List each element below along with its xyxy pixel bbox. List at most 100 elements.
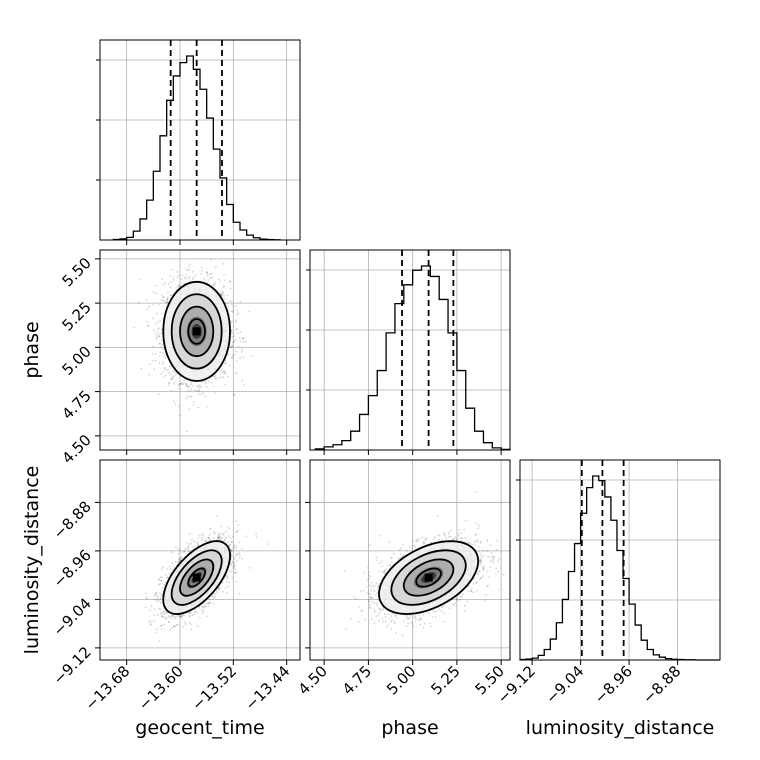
scatter-point xyxy=(225,530,228,533)
scatter-point xyxy=(234,568,236,571)
scatter-point xyxy=(156,330,159,333)
scatter-point xyxy=(177,547,179,550)
scatter-point xyxy=(186,542,189,544)
scatter-point xyxy=(213,602,216,605)
scatter-point xyxy=(238,541,241,544)
scatter-point xyxy=(204,279,207,282)
scatter-point xyxy=(161,576,163,579)
scatter-point xyxy=(170,377,172,380)
scatter-point xyxy=(166,567,169,570)
scatter-point xyxy=(218,533,220,536)
scatter-point xyxy=(173,617,176,620)
scatter-point xyxy=(217,535,220,538)
scatter-point xyxy=(206,272,209,275)
scatter-point xyxy=(233,341,236,343)
scatter-point xyxy=(160,628,163,631)
scatter-point xyxy=(170,568,172,570)
scatter-point xyxy=(189,614,191,617)
scatter-point xyxy=(184,547,187,550)
scatter-point xyxy=(223,295,225,297)
scatter-point xyxy=(233,565,236,568)
scatter-point xyxy=(173,381,176,384)
scatter-point xyxy=(170,617,173,620)
scatter-point xyxy=(197,406,200,409)
scatter-point xyxy=(179,384,181,386)
scatter-point xyxy=(207,602,210,604)
scatter-point xyxy=(156,628,158,631)
scatter-point xyxy=(149,623,152,626)
scatter-point xyxy=(162,376,165,379)
scatter-point xyxy=(221,539,224,542)
scatter-point xyxy=(161,278,164,280)
scatter-point xyxy=(235,328,238,330)
scatter-point xyxy=(242,341,245,343)
scatter-point xyxy=(211,595,214,597)
scatter-point xyxy=(179,615,182,618)
scatter-point xyxy=(150,623,152,625)
scatter-point xyxy=(145,298,148,301)
scatter-point xyxy=(242,356,245,358)
scatter-point xyxy=(231,332,234,334)
scatter-point xyxy=(178,557,180,559)
scatter-point xyxy=(235,350,238,353)
scatter-point xyxy=(231,549,233,552)
scatter-point xyxy=(209,601,212,604)
scatter-point xyxy=(164,367,166,369)
scatter-point xyxy=(151,352,154,355)
scatter-point xyxy=(194,389,196,392)
scatter-point xyxy=(190,387,193,390)
scatter-point xyxy=(180,382,183,384)
scatter-point xyxy=(181,551,184,554)
scatter-point xyxy=(158,362,161,365)
scatter-point xyxy=(218,536,221,539)
scatter-point xyxy=(191,270,194,273)
scatter-point xyxy=(168,629,171,632)
scatter-point xyxy=(154,322,157,325)
scatter-point xyxy=(185,382,188,385)
scatter-point xyxy=(202,391,204,394)
scatter-point xyxy=(190,395,193,398)
scatter-point xyxy=(154,359,157,362)
scatter-point xyxy=(137,301,140,304)
scatter-point xyxy=(224,372,227,374)
scatter-point xyxy=(170,389,173,392)
scatter-point xyxy=(145,320,148,323)
scatter-point xyxy=(162,360,165,363)
scatter-point xyxy=(145,596,148,599)
scatter-point xyxy=(173,616,176,619)
scatter-point xyxy=(175,546,177,548)
scatter-point xyxy=(176,276,179,279)
scatter-point xyxy=(214,392,217,395)
scatter-point xyxy=(155,337,158,340)
scatter-point xyxy=(153,620,156,623)
scatter-point xyxy=(166,612,169,614)
scatter-point xyxy=(188,616,191,618)
contour-line xyxy=(162,280,231,382)
scatter-point xyxy=(241,548,244,550)
scatter-point xyxy=(196,611,199,614)
scatter-point xyxy=(161,612,164,615)
histogram-phase xyxy=(306,249,511,451)
scatter-point xyxy=(233,561,236,564)
scatter-point xyxy=(189,611,192,614)
scatter-point xyxy=(186,547,189,550)
scatter-point xyxy=(184,278,187,280)
scatter-point xyxy=(189,263,191,266)
scatter-point xyxy=(242,384,245,386)
scatter-point xyxy=(173,371,176,374)
scatter-point xyxy=(200,272,203,275)
scatter-point xyxy=(160,339,163,342)
scatter-point xyxy=(236,560,238,562)
scatter-point xyxy=(188,533,191,535)
scatter-point xyxy=(153,368,156,371)
scatter-point xyxy=(211,597,214,600)
scatter-point xyxy=(192,540,195,543)
scatter-point xyxy=(148,373,151,376)
scatter-point xyxy=(194,544,197,547)
scatter-point xyxy=(165,301,168,304)
scatter-point xyxy=(218,376,221,379)
scatter-point xyxy=(218,534,221,537)
scatter-point xyxy=(202,610,205,613)
scatter-point xyxy=(233,544,236,547)
scatter-point xyxy=(232,325,235,328)
